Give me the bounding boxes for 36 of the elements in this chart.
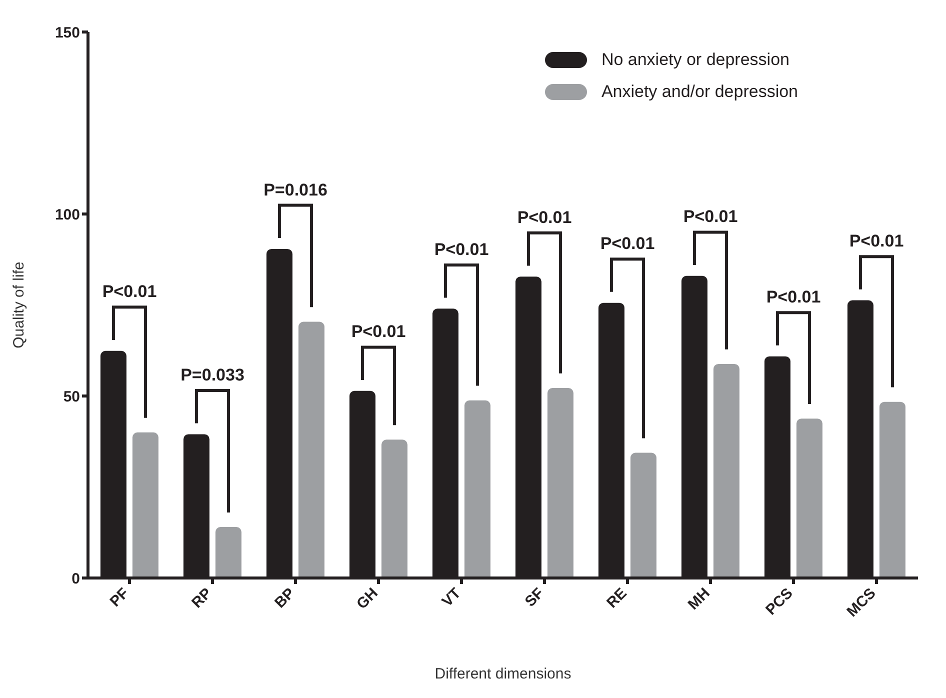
- annotation: P=0.016: [264, 180, 328, 200]
- y-axis-title: Quality of life: [10, 262, 28, 348]
- bar: [132, 432, 158, 578]
- x-tick-label: SF: [522, 584, 548, 610]
- bar: [464, 400, 490, 578]
- x-tick-label: GH: [353, 584, 382, 613]
- bar: [796, 418, 822, 578]
- bar: [547, 388, 574, 578]
- x-axis-title: Different dimensions: [434, 666, 572, 683]
- annotation: P<0.01: [600, 234, 655, 254]
- y-tick-label: 50: [63, 388, 80, 406]
- x-tick-label: RE: [604, 584, 630, 612]
- annotation: P<0.01: [766, 288, 821, 307]
- annotation: P<0.01: [849, 232, 904, 251]
- bar: [630, 452, 656, 578]
- x-tick-label: MH: [684, 584, 714, 614]
- annotation: P=0.033: [180, 366, 244, 385]
- bar: [879, 402, 906, 578]
- y-tick-label: 100: [54, 206, 80, 224]
- bar: [713, 364, 740, 578]
- bar: [298, 322, 324, 578]
- annotation: P<0.01: [102, 282, 157, 302]
- bar: [381, 440, 408, 578]
- y-tick-label: 150: [54, 24, 80, 42]
- y-tick-label: 0: [72, 570, 80, 588]
- x-tick-label: VT: [438, 584, 464, 610]
- legend-label: Anxiety and/or depression: [601, 82, 798, 102]
- x-tick-label: RP: [188, 584, 216, 612]
- annotation: P<0.01: [517, 208, 572, 227]
- annotation: P<0.01: [434, 240, 489, 259]
- bar: [215, 527, 242, 578]
- x-tick-label: PF: [106, 584, 132, 610]
- x-tick-label: BP: [272, 584, 298, 612]
- legend-label: No anxiety or depression: [601, 50, 790, 70]
- annotation: P<0.01: [683, 207, 738, 226]
- annotation: P<0.01: [351, 322, 406, 342]
